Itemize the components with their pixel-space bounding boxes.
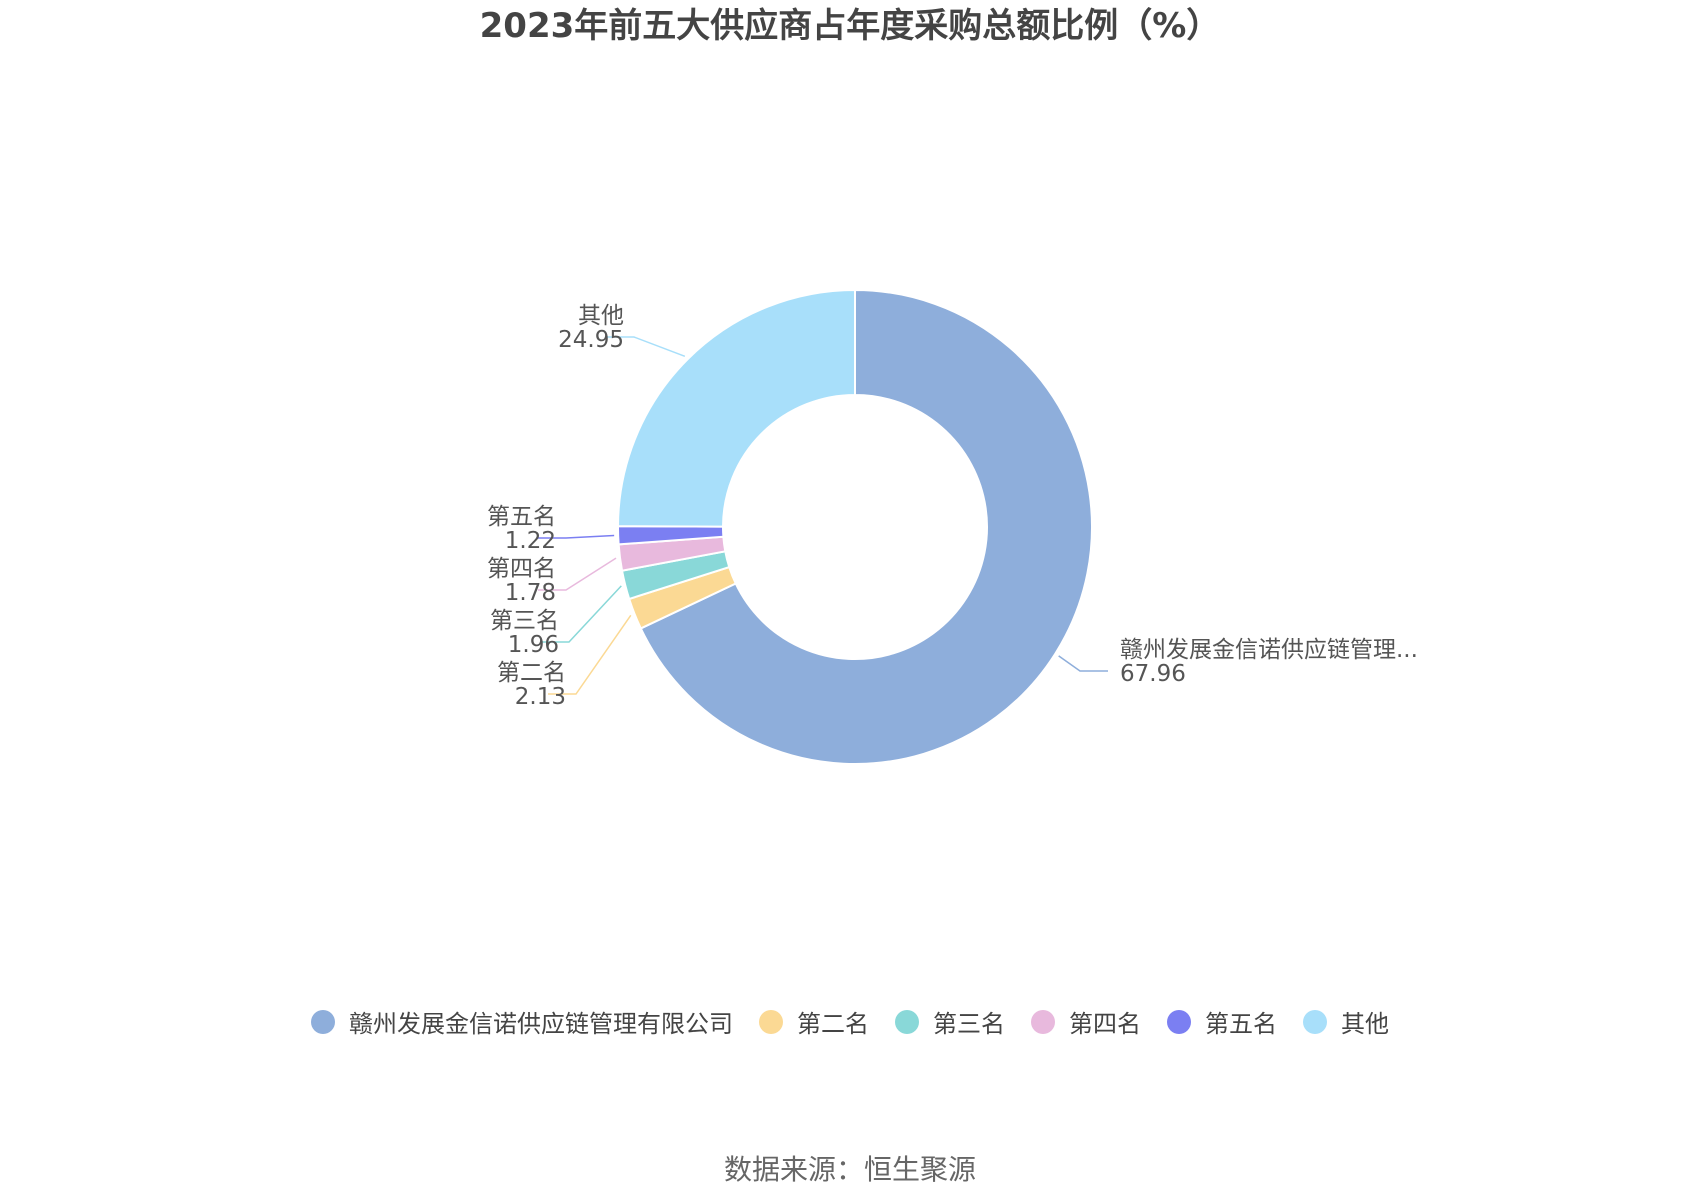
slice-3-leader-line: [541, 585, 622, 643]
legend: 赣州发展金信诺供应链管理有限公司 第二名 第三名 第四名 第五名 其他: [0, 1004, 1700, 1039]
data-source: 数据来源：恒生聚源: [723, 1153, 976, 1186]
slice-4-label-name: 第四名: [487, 556, 556, 582]
slice-3-label-value: 1.96: [508, 632, 559, 658]
slice-3-label-name: 第三名: [490, 608, 559, 634]
leader-lines-layer: [538, 336, 1108, 695]
legend-marker: [1167, 1009, 1191, 1034]
legend-marker: [1031, 1009, 1055, 1034]
slice-6-leader-line: [606, 336, 686, 358]
slice-6-arc[interactable]: [616, 288, 856, 528]
chart-title: 2023年前五大供应商占年度采购总额比例（%）: [479, 6, 1221, 46]
legend-label: 第五名: [1205, 1010, 1277, 1038]
legend-marker: [311, 1009, 335, 1034]
legend-item-5[interactable]: 第五名: [1167, 1004, 1277, 1039]
legend-item-6[interactable]: 其他: [1303, 1004, 1389, 1039]
legend-item-1[interactable]: 赣州发展金信诺供应链管理有限公司: [311, 1004, 733, 1039]
legend-item-3[interactable]: 第三名: [895, 1004, 1005, 1039]
legend-marker: [759, 1009, 783, 1034]
slice-5-label-name: 第五名: [487, 504, 556, 530]
legend-label: 赣州发展金信诺供应链管理有限公司: [349, 1010, 733, 1038]
legend-label: 第三名: [933, 1010, 1005, 1038]
slice-4-label-value: 1.78: [505, 580, 556, 606]
legend-item-4[interactable]: 第四名: [1031, 1004, 1141, 1039]
slices-layer: [616, 288, 1093, 765]
slice-2-label-value: 2.13: [515, 684, 566, 710]
legend-item-2[interactable]: 第二名: [759, 1004, 869, 1039]
slice-2-leader-line: [548, 614, 632, 695]
slice-1-arc[interactable]: [639, 288, 1093, 765]
legend-label: 其他: [1341, 1010, 1389, 1038]
slice-6-label-name: 其他: [578, 303, 624, 329]
slice-5-leader-line: [538, 534, 615, 539]
slice-4-leader-line: [538, 557, 617, 591]
legend-marker: [895, 1009, 919, 1034]
legend-label: 第二名: [797, 1010, 869, 1038]
slice-1-label-value: 67.96: [1120, 661, 1186, 687]
slice-1-leader-line: [1058, 655, 1108, 672]
slice-2-label-name: 第二名: [497, 660, 566, 686]
slice-1-label-name: 赣州发展金信诺供应链管理...: [1120, 637, 1418, 663]
legend-label: 第四名: [1069, 1010, 1141, 1038]
slice-5-label-value: 1.22: [505, 528, 556, 554]
slice-6-label-value: 24.95: [558, 327, 624, 353]
legend-marker: [1303, 1009, 1327, 1034]
